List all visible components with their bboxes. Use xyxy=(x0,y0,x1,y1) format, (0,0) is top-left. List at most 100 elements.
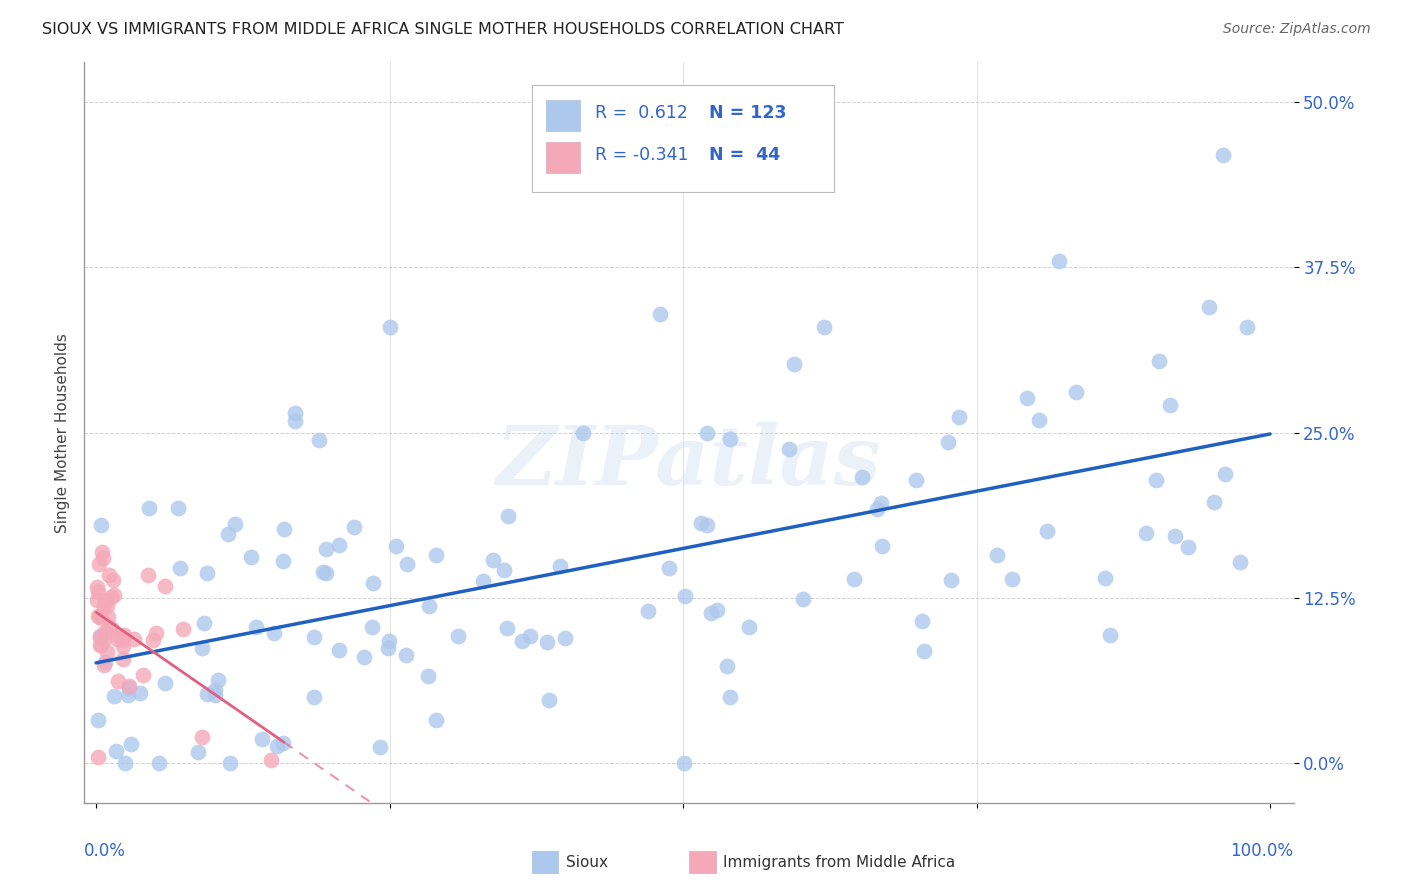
Point xyxy=(138,500,160,515)
Bar xyxy=(689,851,716,873)
Point xyxy=(1144,473,1167,487)
Point xyxy=(343,520,366,534)
Point xyxy=(87,557,110,571)
Point xyxy=(93,599,115,614)
Point xyxy=(101,574,124,588)
Point xyxy=(169,560,191,574)
Point xyxy=(716,659,738,673)
Point xyxy=(706,602,728,616)
Point xyxy=(1159,398,1181,412)
Point xyxy=(554,631,576,645)
Point xyxy=(418,599,440,613)
Point xyxy=(315,566,337,580)
Point xyxy=(1094,571,1116,585)
Bar xyxy=(547,100,581,131)
Point xyxy=(870,539,893,553)
Point xyxy=(696,426,718,441)
Point xyxy=(100,591,122,605)
Point xyxy=(91,544,114,558)
Point xyxy=(94,655,117,669)
Point xyxy=(495,621,517,635)
Text: N =  44: N = 44 xyxy=(710,146,780,164)
Point xyxy=(90,517,112,532)
Point xyxy=(207,673,229,688)
Point xyxy=(94,592,117,607)
Point xyxy=(1135,526,1157,541)
Point xyxy=(118,681,141,695)
Point xyxy=(1047,253,1070,268)
Point xyxy=(132,667,155,681)
FancyBboxPatch shape xyxy=(531,85,834,192)
Text: Source: ZipAtlas.com: Source: ZipAtlas.com xyxy=(1223,22,1371,37)
Point xyxy=(368,739,391,754)
Point xyxy=(482,553,505,567)
Point xyxy=(689,516,711,530)
Text: Immigrants from Middle Africa: Immigrants from Middle Africa xyxy=(723,855,955,870)
Point xyxy=(842,572,865,586)
Point xyxy=(361,576,384,591)
Point xyxy=(97,620,120,634)
Point xyxy=(572,426,595,441)
Point xyxy=(851,470,873,484)
Y-axis label: Single Mother Households: Single Mother Households xyxy=(55,333,70,533)
Text: Sioux: Sioux xyxy=(565,855,607,870)
Point xyxy=(105,628,128,642)
Point xyxy=(1164,528,1187,542)
Point xyxy=(117,688,139,702)
Point xyxy=(1035,524,1057,538)
Point xyxy=(97,610,120,624)
Point xyxy=(986,548,1008,562)
Point xyxy=(447,629,470,643)
Point xyxy=(1015,391,1038,405)
Point xyxy=(308,433,330,447)
Point xyxy=(813,319,835,334)
Point xyxy=(1229,555,1251,569)
Point xyxy=(911,614,934,628)
Point xyxy=(936,435,959,450)
Point xyxy=(93,657,115,672)
Point xyxy=(718,432,741,446)
Text: N = 123: N = 123 xyxy=(710,103,787,122)
Text: 0.0%: 0.0% xyxy=(84,842,127,860)
Point xyxy=(311,565,333,579)
Point xyxy=(271,553,294,567)
Point xyxy=(89,608,111,623)
Point xyxy=(273,522,295,536)
Point xyxy=(86,580,108,594)
Point xyxy=(328,538,350,552)
Point xyxy=(153,579,176,593)
Point xyxy=(284,406,307,420)
Point xyxy=(378,319,401,334)
Point xyxy=(696,518,718,533)
Point xyxy=(1099,628,1122,642)
Point xyxy=(195,688,218,702)
Point xyxy=(385,539,408,553)
Point xyxy=(1198,301,1220,315)
Point xyxy=(1001,572,1024,586)
Point xyxy=(145,626,167,640)
Point xyxy=(89,629,111,643)
Point xyxy=(266,739,288,754)
Point xyxy=(87,585,110,599)
Point xyxy=(472,574,495,588)
Point xyxy=(172,623,194,637)
Point xyxy=(672,756,695,771)
Text: R =  0.612: R = 0.612 xyxy=(595,103,688,122)
Bar xyxy=(531,851,558,873)
Point xyxy=(89,630,111,644)
Point xyxy=(904,473,927,487)
Point xyxy=(87,749,110,764)
Point xyxy=(87,608,110,623)
Point xyxy=(86,593,108,607)
Point xyxy=(263,626,285,640)
Point xyxy=(101,622,124,636)
Point xyxy=(224,517,246,532)
Point xyxy=(93,626,115,640)
Point xyxy=(700,606,723,620)
Point xyxy=(245,620,267,634)
Point xyxy=(128,685,150,699)
Point xyxy=(315,542,337,557)
Point xyxy=(271,736,294,750)
Point xyxy=(107,674,129,689)
Point xyxy=(260,753,283,767)
